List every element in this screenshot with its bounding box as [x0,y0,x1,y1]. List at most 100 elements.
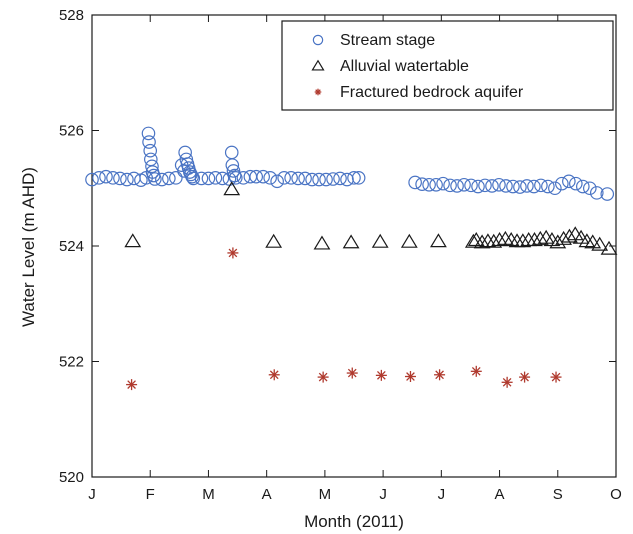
stream-stage-point [415,177,429,192]
x-tick-label: S [553,486,563,503]
stream-stage-point [145,159,159,174]
x-tick-label: M [202,486,215,503]
y-tick-label: 528 [59,7,84,24]
stream-stage-point [270,174,284,189]
fractured-bedrock-point [314,88,322,96]
circle-marker-icon [312,34,324,46]
stream-stage-point [194,171,209,186]
data-points-layer [85,126,618,391]
y-tick-label: 522 [59,354,84,371]
y-tick-label: 524 [59,238,84,255]
stream-stage-point [351,171,366,185]
stream-stage-point [179,152,194,167]
stream-stage-point [277,171,291,185]
stream-stage-point [520,179,534,193]
alluvial-watertable-point [371,233,389,248]
alluvial-watertable-point [473,234,491,249]
stream-stage-point [284,171,298,185]
stream-stage-point [92,171,106,185]
stream-stage-point [478,178,492,193]
alluvial-watertable-point [591,236,609,251]
stream-stage-point [589,186,604,200]
stream-stage-point [600,187,615,201]
stream-stage-point [201,171,216,186]
fractured-bedrock-point [501,376,513,388]
stream-stage-point [312,34,324,46]
alluvial-watertable-point [485,233,503,248]
x-tick-label: J [438,486,446,503]
y-axis-label: Water Level (m AHD) [19,167,38,327]
stream-stage-point [162,171,176,186]
triangle-marker-icon [311,59,325,71]
alluvial-watertable-point [549,234,567,249]
legend-label-alluvial-watertable: Alluvial watertable [340,58,469,75]
stream-stage-point [99,169,113,184]
alluvial-watertable-point [124,233,142,248]
alluvial-watertable-point [430,233,447,248]
stream-stage-point [499,179,513,193]
alluvial-watertable-point [491,232,508,247]
x-tick-label: J [379,486,387,503]
stream-stage-point [263,171,277,185]
fractured-bedrock-point [375,369,387,381]
fractured-bedrock-point [519,371,531,383]
stream-stage-point [215,171,230,186]
stream-stage-point [450,179,464,193]
legend-entry-fractured-bedrock-aquifer: Fractured bedrock aquifer [314,84,524,101]
x-tick-label: F [146,486,155,503]
stream-stage-point [227,168,242,183]
alluvial-watertable-point [223,181,241,196]
alluvial-watertable-point [464,233,482,248]
stream-stage-point [429,177,443,192]
fractured-bedrock-point [550,371,562,383]
alluvial-watertable-point [566,226,584,241]
stream-stage-point [312,172,326,187]
stream-stage-point [492,177,506,192]
stream-stage-point [443,178,457,193]
alluvial-watertable-point [496,230,514,245]
x-tick-label: J [88,486,96,503]
stream-stage-point [471,179,485,194]
x-tick-label: O [610,486,622,503]
x-tick-label: M [319,486,332,503]
stream-stage-point [541,179,555,194]
fractured-bedrock-point [470,365,482,377]
fractured-bedrock-point [268,369,280,381]
stream-stage-point [457,177,471,192]
stream-stage-point [534,178,548,193]
stream-stage-point [298,171,312,186]
legend: Stream stage Alluvial watertable Fractur… [281,20,614,111]
stream-stage-point [185,169,199,184]
legend-box [281,20,614,111]
stream-stage-point [141,126,156,141]
stream-stage-point [106,171,120,185]
alluvial-watertable-point [342,234,360,249]
fractured-bedrock-point [434,369,446,381]
stream-stage-point [226,164,241,178]
stream-stage-point [208,171,223,185]
fractured-bedrock-point [126,379,138,391]
ticks-layer: J F M A M J J A S O 520 522 524 526 528 [59,7,622,503]
stream-stage-point [120,172,134,187]
stream-stage-point [305,172,319,187]
alluvial-watertable-point [400,233,418,248]
stream-stage-point [548,181,562,196]
stream-stage-point [582,181,597,196]
alluvial-watertable-point [531,230,549,245]
alluvial-watertable-point [561,228,578,243]
stream-stage-point [186,171,201,186]
stream-stage-point [527,179,541,194]
stream-stage-point [224,145,239,160]
alluvial-watertable-point [578,233,596,248]
stream-stage-point [291,171,305,186]
y-tick-label: 526 [59,123,84,140]
alluvial-watertable-point [502,232,520,247]
fractured-bedrock-point [346,367,358,379]
x-tick-label: A [262,486,272,503]
y-tick-label: 520 [59,469,84,486]
legend-entry-alluvial-watertable: Alluvial watertable [311,58,469,75]
stream-stage-point [142,135,156,149]
stream-stage-point [436,176,450,191]
stream-stage-point [148,172,162,186]
